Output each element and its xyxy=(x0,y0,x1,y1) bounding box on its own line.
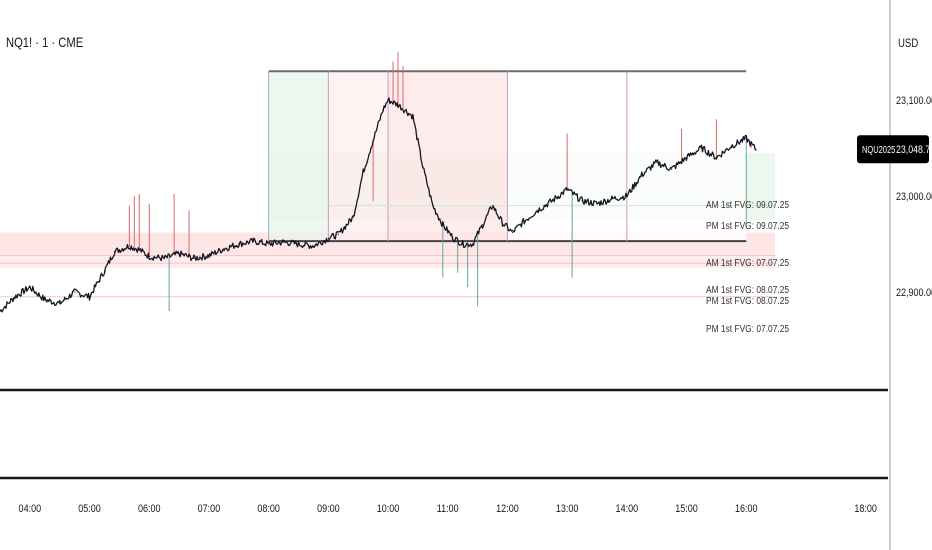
price-point xyxy=(536,209,538,211)
price-point xyxy=(193,257,195,259)
session-box-2 xyxy=(388,71,508,242)
session-box-0 xyxy=(268,71,329,242)
price-point xyxy=(501,222,504,224)
last-price-tag xyxy=(857,135,929,164)
price-point xyxy=(113,251,116,253)
x-tick-label: 15:00 xyxy=(675,503,698,515)
price-point xyxy=(59,302,61,305)
price-point xyxy=(312,245,315,247)
x-tick-label: 12:00 xyxy=(496,503,519,515)
price-point xyxy=(700,147,703,149)
price-point xyxy=(352,216,354,218)
x-tick-label: 13:00 xyxy=(556,503,579,515)
price-point xyxy=(462,243,464,245)
price-point xyxy=(715,157,718,159)
fvg-label-3: AM 1st FVG: 08.07.25 xyxy=(706,284,789,296)
price-line xyxy=(0,97,757,313)
price-point xyxy=(362,171,364,173)
price-point xyxy=(253,240,255,242)
price-point xyxy=(730,145,732,147)
x-tick-label: 14:00 xyxy=(616,503,639,515)
last-price-contract: NQU2025 xyxy=(862,144,895,155)
price-point xyxy=(29,286,31,288)
price-point xyxy=(422,166,424,168)
session-box-4 xyxy=(626,71,747,242)
x-tick-label: 08:00 xyxy=(257,503,280,515)
price-point xyxy=(88,296,91,298)
price-point xyxy=(337,233,339,235)
price-point xyxy=(511,231,514,234)
x-tick-label: 18:00 xyxy=(854,503,877,515)
price-point xyxy=(163,257,165,259)
price-point xyxy=(481,224,484,226)
price-point xyxy=(685,157,688,159)
price-point xyxy=(472,243,474,245)
price-point xyxy=(44,299,46,301)
price-point xyxy=(74,291,76,293)
price-point xyxy=(282,241,285,243)
price-point xyxy=(372,139,374,141)
price-point xyxy=(491,205,494,207)
price-point xyxy=(755,149,757,151)
x-tick-label: 04:00 xyxy=(19,503,42,515)
price-point xyxy=(432,205,434,207)
fvg-label-4: PM 1st FVG: 08.07.25 xyxy=(706,295,789,307)
symbol-title[interactable]: NQ1! · 1 · CME xyxy=(6,34,84,50)
price-point xyxy=(0,310,1,312)
price-point xyxy=(14,296,16,298)
price-point xyxy=(656,161,658,163)
price-point xyxy=(521,222,523,224)
x-tick-label: 05:00 xyxy=(78,503,101,515)
x-tick-label: 10:00 xyxy=(377,503,400,515)
y-tick-label: 23,000.00 xyxy=(896,191,932,203)
price-point xyxy=(327,237,329,239)
x-tick-label: 07:00 xyxy=(198,503,221,515)
price-point xyxy=(442,224,444,226)
price-point xyxy=(148,255,150,258)
price-point xyxy=(596,203,598,205)
x-tick-label: 09:00 xyxy=(317,503,340,515)
fvg-label-2: AM 1st FVG: 07.07.25 xyxy=(706,257,789,269)
price-point xyxy=(138,249,140,251)
x-tick-label: 11:00 xyxy=(437,503,459,515)
y-tick-label: 23,100.00 xyxy=(896,95,932,107)
price-point xyxy=(745,137,747,139)
price-point xyxy=(103,270,106,272)
price-point xyxy=(128,245,130,247)
price-point xyxy=(566,188,568,190)
price-point xyxy=(208,254,210,257)
price-point xyxy=(238,243,240,245)
price-point xyxy=(223,248,225,250)
y-tick-label: 22,900.00 xyxy=(896,287,932,299)
price-point xyxy=(297,243,300,245)
price-point xyxy=(641,174,643,176)
price-point xyxy=(452,236,454,238)
currency-label: USD xyxy=(898,36,919,50)
price-point xyxy=(551,200,553,202)
price-point xyxy=(671,168,673,170)
price-point xyxy=(178,253,180,255)
fvg-label-1: PM 1st FVG: 09.07.25 xyxy=(706,220,789,232)
session-box-1 xyxy=(328,71,389,242)
price-point xyxy=(387,99,389,101)
fvg-label-5: PM 1st FVG: 07.07.25 xyxy=(706,323,789,335)
fvg-label-0: AM 1st FVG: 09.07.25 xyxy=(706,199,789,211)
price-point xyxy=(382,109,384,111)
last-price-value: 23,048.75 xyxy=(896,144,932,156)
price-point xyxy=(268,243,270,245)
x-tick-label: 16:00 xyxy=(735,503,758,515)
price-point xyxy=(397,104,399,106)
price-point xyxy=(412,115,414,117)
price-point xyxy=(581,200,583,202)
price-point xyxy=(611,198,613,200)
price-point xyxy=(626,195,628,197)
x-tick-label: 06:00 xyxy=(138,503,161,515)
